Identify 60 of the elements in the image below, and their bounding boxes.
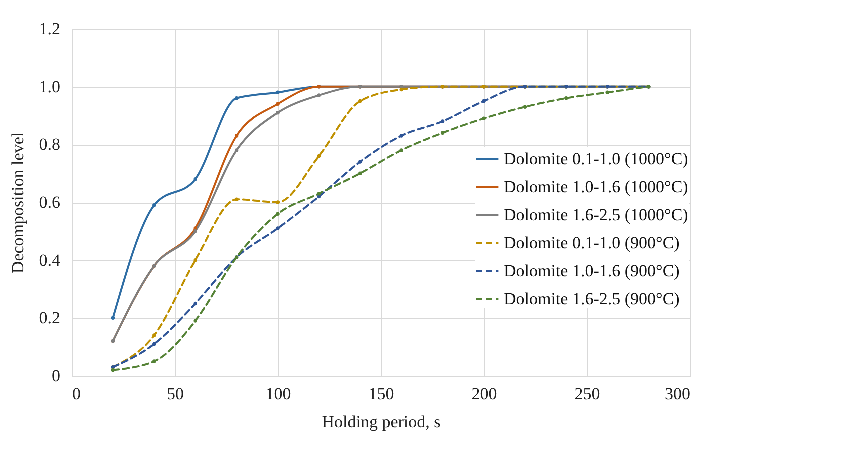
point (194, 230, 198, 234)
x-tick-label: 300 (665, 384, 690, 404)
x-tick-label: 100 (266, 384, 292, 404)
y-tick-label: 0.4 (39, 250, 61, 270)
legend-label: Dolomite 1.6-2.5 (900°C) (504, 289, 680, 308)
x-tick-label: 200 (472, 384, 498, 404)
legend-label: Dolomite 0.1-1.0 (1000°C) (504, 149, 688, 168)
x-axis-title: Holding period, s (322, 412, 441, 432)
point (358, 99, 362, 104)
point (276, 226, 280, 230)
point (194, 178, 198, 182)
y-axis-title: Decomposition level (8, 132, 28, 274)
point (194, 302, 198, 306)
point (111, 368, 116, 372)
x-tick-label: 250 (574, 384, 600, 404)
point (482, 99, 486, 104)
point (194, 319, 198, 323)
y-tick-label: 0.6 (39, 193, 60, 212)
point (234, 96, 239, 100)
point (234, 198, 239, 202)
point (440, 131, 445, 135)
legend-label: Dolomite 1.0-1.6 (900°C) (504, 261, 680, 280)
point (564, 96, 568, 100)
x-tick-label: 50 (167, 384, 184, 404)
point (152, 360, 156, 364)
point (317, 154, 322, 158)
y-tick-label: 1.0 (39, 77, 60, 96)
point (152, 204, 156, 208)
point (400, 88, 404, 92)
point (152, 342, 156, 346)
y-tick-label: 0.8 (39, 135, 60, 154)
point (234, 148, 239, 152)
point (276, 102, 280, 106)
legend-label: Dolomite 1.6-2.5 (1000°C) (504, 205, 688, 224)
point (482, 116, 486, 121)
point (276, 212, 280, 216)
point (317, 194, 322, 199)
point (194, 258, 198, 262)
point (523, 105, 528, 109)
point (152, 334, 156, 338)
x-tick-label: 0 (72, 384, 81, 404)
x-tick-label: 150 (368, 384, 394, 404)
y-tick-label: 0.2 (39, 308, 60, 328)
point (317, 94, 322, 98)
point (606, 90, 610, 94)
point (276, 90, 280, 94)
point (358, 160, 362, 164)
point (276, 200, 280, 204)
y-tick-label: 1.2 (39, 20, 60, 38)
y-tick-label: 0 (52, 366, 60, 386)
point (358, 172, 362, 176)
legend-label: Dolomite 0.1-1.0 (900°C) (504, 233, 680, 252)
point (276, 110, 280, 115)
legend-label: Dolomite 1.0-1.6 (1000°C) (504, 177, 688, 196)
point (400, 148, 404, 152)
point (400, 134, 404, 138)
point (317, 192, 322, 196)
point (234, 134, 239, 138)
point (440, 120, 445, 124)
point (111, 316, 116, 320)
